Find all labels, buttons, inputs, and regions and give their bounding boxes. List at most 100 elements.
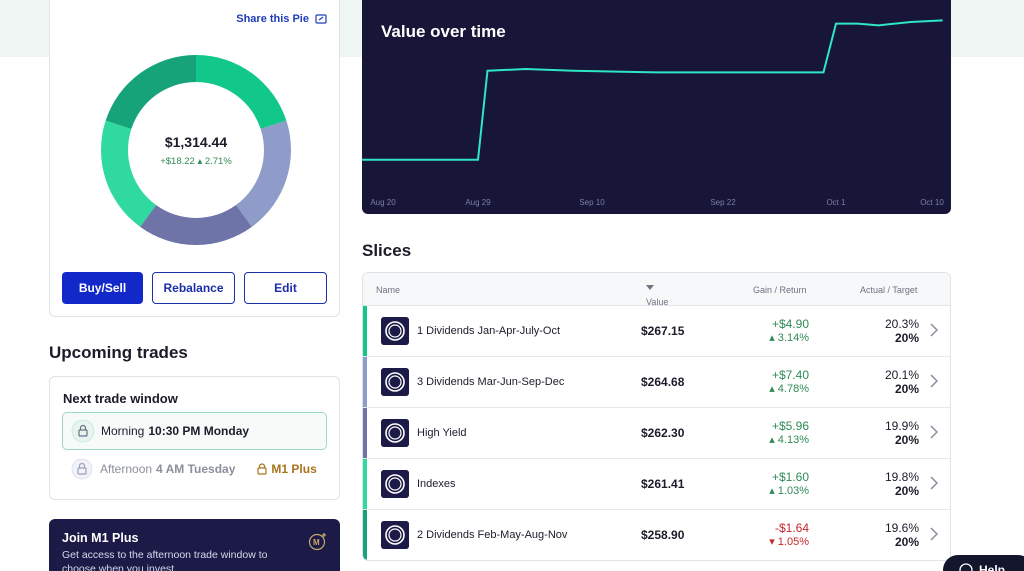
slice-actual-target: 19.8% 20%: [885, 470, 919, 498]
slice-name: Indexes: [417, 478, 456, 490]
slice-gain: +$5.96: [771, 419, 809, 433]
slice-value: $264.68: [641, 375, 685, 389]
afternoon-label: Afternoon: [100, 462, 153, 476]
slice-target: 20%: [894, 382, 919, 396]
share-pie-label: Share this Pie: [236, 13, 309, 25]
slice-value: $262.30: [641, 426, 685, 440]
x-axis-tick-label: Aug 20: [370, 198, 396, 207]
pie-slice-segment[interactable]: [105, 55, 196, 129]
slice-actual-target: 19.6% 20%: [885, 521, 919, 549]
slice-logo-icon: [381, 521, 409, 549]
rebalance-button[interactable]: Rebalance: [152, 272, 235, 304]
slice-actual: 19.6%: [884, 521, 919, 535]
table-row[interactable]: Indexes $261.41 +$1.60 ▴ 1.03% 19.8% 20%: [363, 459, 950, 510]
slice-color-bar: [363, 510, 367, 560]
chart-title: Value over time: [381, 22, 506, 41]
slice-color-bar: [363, 459, 367, 509]
column-value[interactable]: Value: [646, 285, 668, 307]
chevron-right-icon: [930, 323, 938, 337]
buy-sell-button[interactable]: Buy/Sell: [62, 272, 143, 304]
table-row[interactable]: 3 Dividends Mar-Jun-Sep-Dec $264.68 +$7.40…: [363, 357, 950, 408]
slice-return: ▴ 3.14%: [769, 332, 809, 344]
column-gain-return[interactable]: Gain / Return: [753, 285, 807, 295]
join-m1-plus-card[interactable]: Join M1 Plus Get access to the afternoon…: [49, 519, 340, 571]
slice-name: 1 Dividends Jan-Apr-July-Oct: [417, 325, 561, 337]
x-axis-tick-label: Sep 22: [710, 198, 736, 207]
pie-card: Share this Pie $1,314.44 +$18.22 ▴ 2.71%…: [49, 0, 340, 317]
slice-value: $258.90: [641, 528, 685, 542]
table-row[interactable]: 1 Dividends Jan-Apr-July-Oct $267.15 +$4.9…: [363, 306, 950, 357]
slice-name: 3 Dividends Mar-Jun-Sep-Dec: [417, 376, 565, 388]
chevron-right-icon: [930, 527, 938, 541]
slices-table: Name Value Gain / Return Actual / Target…: [362, 272, 951, 561]
slice-logo-icon: [381, 317, 409, 345]
pie-donut-chart[interactable]: [100, 54, 292, 246]
trade-window-card: Next trade window Morning 10:30 PM Monda…: [49, 376, 340, 500]
slice-actual-target: 19.9% 20%: [885, 419, 919, 447]
morning-trade-window[interactable]: Morning 10:30 PM Monday: [62, 412, 327, 450]
pie-slice-segment[interactable]: [140, 205, 252, 245]
slice-actual: 20.3%: [884, 317, 919, 331]
value-over-time-chart[interactable]: Aug 20 Aug 29 Sep 10 Sep 22 Oct 1 Oct 10 Valu…: [362, 0, 951, 214]
table-header: Name Value Gain / Return Actual / Target: [363, 273, 950, 307]
join-description: Get access to the afternoon trade window…: [62, 549, 268, 571]
slice-target: 20%: [894, 433, 919, 447]
table-row[interactable]: 2 Dividends Feb-May-Aug-Nov $258.90 -$1.64…: [363, 510, 950, 560]
morning-label: Morning: [101, 424, 145, 438]
slice-target: 20%: [894, 484, 919, 498]
x-axis-tick-label: Sep 10: [579, 198, 605, 207]
slice-logo-icon: [381, 419, 409, 447]
lock-icon: [71, 458, 93, 480]
slice-gain-return: +$7.40 ▴ 4.78%: [769, 368, 809, 396]
slice-gain: +$4.90: [771, 317, 809, 331]
line-chart-canvas: Aug 20 Aug 29 Sep 10 Sep 22 Oct 1 Oct 10: [362, 19, 944, 207]
pie-slice-segment[interactable]: [196, 55, 287, 129]
pie-total-change: +$18.22 ▴ 2.71%: [160, 155, 232, 167]
value-series-line: [362, 19, 943, 161]
pie-total-value: $1,314.44: [164, 133, 228, 150]
svg-text:M: M: [313, 538, 320, 547]
m1-plus-label: M1 Plus: [271, 462, 317, 476]
slice-name: 2 Dividends Feb-May-Aug-Nov: [417, 529, 568, 541]
slice-gain-return: +$5.96 ▴ 4.13%: [769, 419, 809, 447]
slice-gain: -$1.64: [774, 521, 809, 535]
slice-name: High Yield: [417, 427, 467, 439]
column-name[interactable]: Name: [376, 285, 401, 295]
chevron-right-icon: [930, 374, 938, 388]
edit-button[interactable]: Edit: [244, 272, 327, 304]
slice-return: ▴ 4.13%: [769, 434, 809, 446]
lock-icon: [71, 419, 95, 443]
join-title: Join M1 Plus: [62, 531, 139, 545]
afternoon-trade-window[interactable]: Afternoon 4 AM Tuesday M1 Plus: [62, 450, 327, 488]
slice-actual: 20.1%: [884, 368, 919, 382]
slice-actual-target: 20.3% 20%: [885, 317, 919, 345]
slice-actual-target: 20.1% 20%: [885, 368, 919, 396]
slice-logo-icon: [381, 368, 409, 396]
slice-gain-return: +$1.60 ▴ 1.03%: [769, 470, 809, 498]
slice-value: $267.15: [641, 324, 685, 338]
slice-target: 20%: [894, 331, 919, 345]
slice-value: $261.41: [641, 477, 685, 491]
next-trade-window-title: Next trade window: [63, 391, 178, 406]
m1-plus-badge[interactable]: M1 Plus: [257, 462, 317, 476]
slice-gain: +$7.40: [771, 368, 809, 382]
chevron-right-icon: [930, 476, 938, 490]
slices-title: Slices: [362, 241, 412, 260]
column-actual-target[interactable]: Actual / Target: [860, 285, 918, 295]
help-button[interactable]: Help: [943, 555, 1024, 571]
table-row[interactable]: High Yield $262.30 +$5.96 ▴ 4.13% 19.9% 20%: [363, 408, 950, 459]
slice-return: ▾ 1.05%: [769, 536, 809, 548]
column-value-label: Value: [646, 297, 669, 307]
share-icon: [315, 14, 327, 24]
slice-gain: +$1.60: [771, 470, 809, 484]
slice-gain-return: +$4.90 ▴ 3.14%: [769, 317, 809, 345]
slice-return: ▴ 1.03%: [769, 485, 809, 497]
x-axis-tick-label: Oct 1: [826, 198, 846, 207]
slice-gain-return: -$1.64 ▾ 1.05%: [769, 521, 809, 549]
share-pie-link[interactable]: Share this Pie: [236, 13, 327, 25]
sort-down-icon: [646, 285, 654, 290]
pie-slice-segment[interactable]: [235, 120, 291, 227]
pie-slice-segment[interactable]: [101, 120, 157, 227]
slice-return: ▴ 4.78%: [769, 383, 809, 395]
slice-actual: 19.9%: [884, 419, 919, 433]
